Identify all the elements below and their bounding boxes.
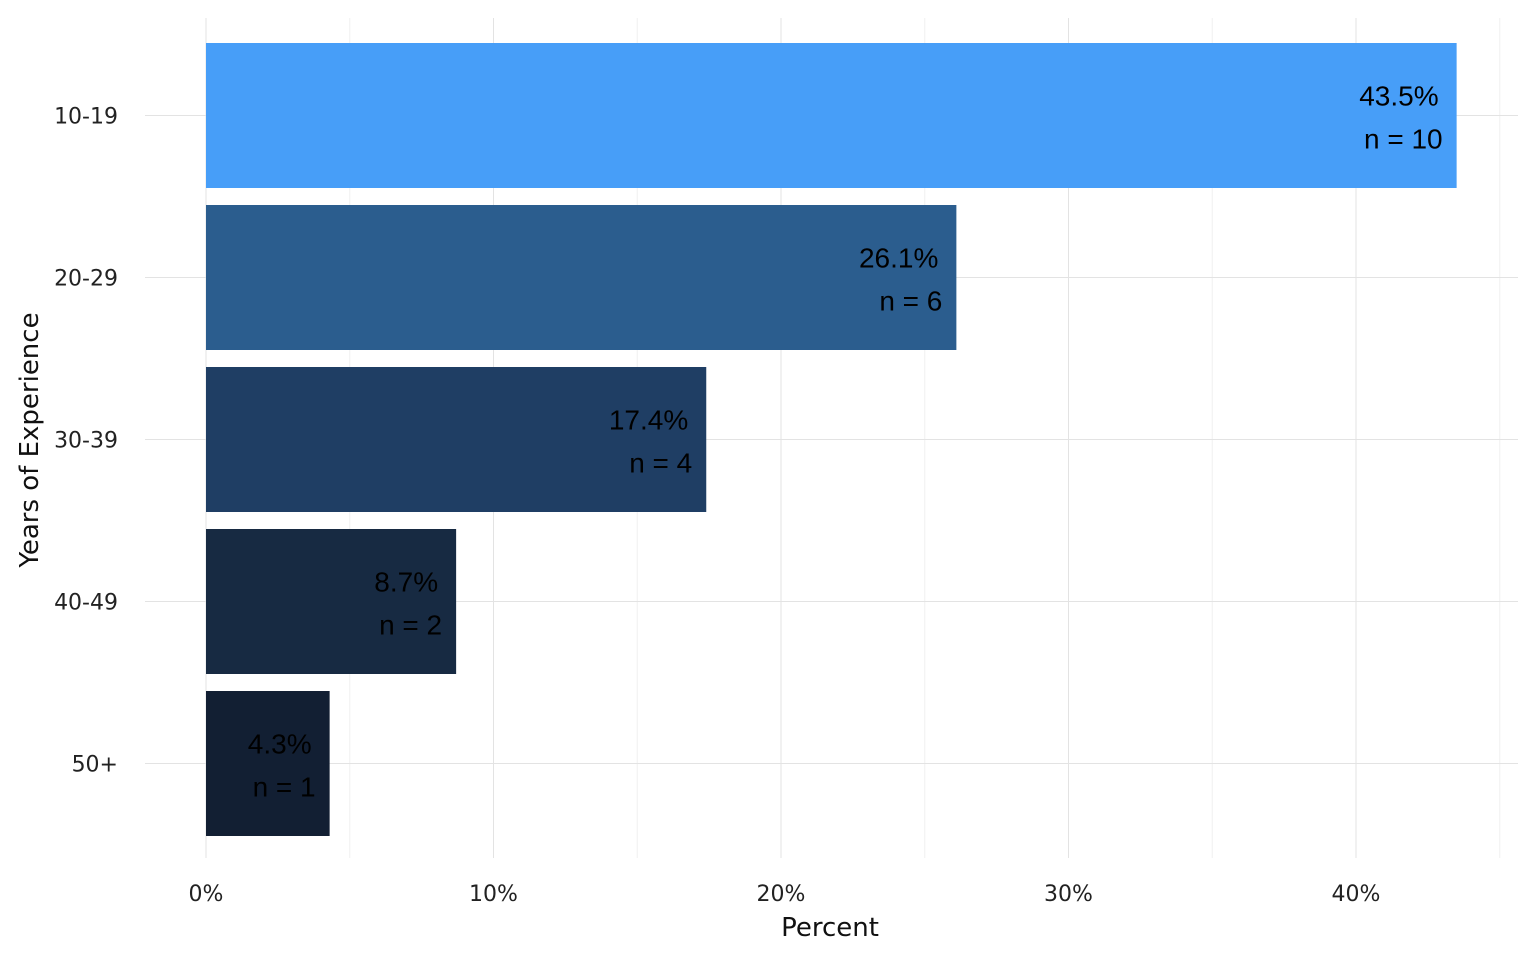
x-tick-label: 0% [189,882,224,907]
x-tick-label: 40% [1332,882,1381,907]
bar-count-label: n = 10 [1364,124,1443,155]
bar-50+ [206,691,330,836]
x-tick-label: 10% [469,882,518,907]
bar-30-39 [206,367,707,512]
bar-value-label: 8.7% [374,567,438,598]
bar-count-label: n = 2 [379,610,442,641]
x-axis-title: Percent [781,913,879,943]
y-tick-label: 30-39 [54,429,118,454]
bars [206,43,1457,836]
y-tick-label: 20-29 [54,267,118,292]
bar-value-label: 43.5% [1359,81,1438,112]
bar-value-label: 26.1% [859,243,938,274]
bar-value-label: 17.4% [609,405,688,436]
bar-value-label: 4.3% [248,729,312,760]
x-axis-tick-labels: 0% 10% 20% 30% 40% [189,882,1381,907]
y-axis-title: Years of Experience [15,312,45,568]
bar-20-29 [206,205,957,350]
bar-count-label: n = 1 [253,772,316,803]
bar-count-label: n = 6 [879,286,942,317]
bar-count-label: n = 4 [629,448,692,479]
x-tick-label: 30% [1044,882,1093,907]
y-tick-label: 10-19 [54,105,118,130]
y-axis-tick-labels: 10-19 20-29 30-39 40-49 50+ [54,105,118,778]
x-tick-label: 20% [757,882,806,907]
bar-10-19 [206,43,1457,188]
bar-40-49 [206,529,457,674]
y-tick-label: 40-49 [54,591,118,616]
bar-labels: 43.5% n = 10 26.1% n = 6 17.4% n = 4 8.7% n = 2… [248,81,1443,803]
y-tick-label: 50+ [72,753,118,778]
